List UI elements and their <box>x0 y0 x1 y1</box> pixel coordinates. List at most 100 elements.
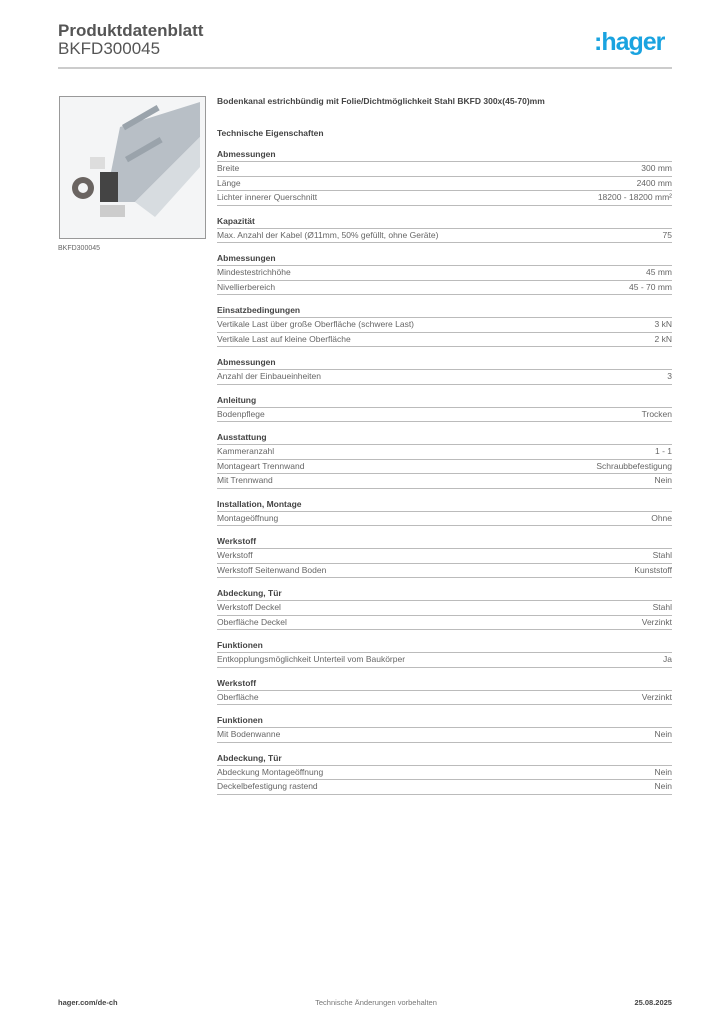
section-heading: Anleitung <box>217 394 672 408</box>
section-heading: Funktionen <box>217 714 672 728</box>
property-section: Installation, Montage Montageöffnung Ohne <box>217 498 672 526</box>
property-section: Abdeckung, Tür Abdeckung Montageöffnung Ne… <box>217 752 672 795</box>
section-heading: Abmessungen <box>217 252 672 266</box>
property-row: Oberfläche Verzinkt <box>217 691 672 705</box>
property-value: Verzinkt <box>641 691 672 702</box>
property-row: Montageart Trennwand Schraubbefestigung <box>217 460 672 474</box>
property-row: Nivellierbereich 45 - 70 mm <box>217 281 672 295</box>
product-image <box>59 96 206 239</box>
property-value: 300 mm <box>641 163 672 173</box>
property-section: Abmessungen Anzahl der Einbaueinheiten 3 <box>217 356 672 385</box>
property-value: Nein <box>654 475 672 485</box>
footer-website[interactable]: hager.com/de-ch <box>58 998 118 1007</box>
page-title: Produktdatenblatt <box>58 21 204 40</box>
property-label: Oberfläche <box>217 691 259 702</box>
property-label: Mit Bodenwanne <box>217 729 281 739</box>
property-label: Werkstoff Seitenwand Boden <box>217 564 327 575</box>
property-value: Nein <box>654 781 672 791</box>
property-row: Mindestestrichhöhe 45 mm <box>217 266 672 281</box>
property-label: Länge <box>217 177 241 188</box>
property-value: Verzinkt <box>641 616 672 627</box>
property-label: Oberfläche Deckel <box>217 616 287 627</box>
property-section: Abmessungen Mindestestrichhöhe 45 mm Nivell… <box>217 252 672 295</box>
property-row: Entkopplungsmöglichkeit Unterteil vom Ba… <box>217 653 672 668</box>
property-row: Abdeckung Montageöffnung Nein <box>217 766 672 780</box>
property-label: Montageart Trennwand <box>217 460 305 471</box>
property-row: Deckelbefestigung rastend Nein <box>217 780 672 795</box>
property-label: Vertikale Last über große Oberfläche (sc… <box>217 319 415 329</box>
property-label: Mit Trennwand <box>217 475 273 485</box>
properties-list: Abmessungen Breite 300 mm Länge 2400 mm Licht… <box>217 148 672 795</box>
property-value: 75 <box>662 229 672 240</box>
property-value: Ohne <box>651 512 672 523</box>
property-value: 2400 mm <box>636 177 672 188</box>
property-label: Abdeckung Montageöffnung <box>217 766 324 777</box>
property-section: Einsatzbedingungen Vertikale Last über gr… <box>217 304 672 347</box>
property-label: Deckelbefestigung rastend <box>217 781 318 791</box>
section-heading: Funktionen <box>217 639 672 653</box>
property-row: Werkstoff Stahl <box>217 549 672 564</box>
section-heading: Abmessungen <box>217 356 672 370</box>
property-label: Kammeranzahl <box>217 446 275 456</box>
property-label: Werkstoff <box>217 550 253 560</box>
property-section: Funktionen Mit Bodenwanne Nein <box>217 714 672 743</box>
property-label: Bodenpflege <box>217 408 265 419</box>
property-section: Kapazität Max. Anzahl der Kabel (Ø11mm, 5… <box>217 215 672 243</box>
property-row: Werkstoff Deckel Stahl <box>217 601 672 616</box>
property-label: Mindestestrichhöhe <box>217 267 291 277</box>
footer-disclaimer: Technische Änderungen vorbehalten <box>315 998 437 1007</box>
section-heading: Werkstoff <box>217 535 672 549</box>
hager-logo: :hager <box>594 28 665 56</box>
property-row: Lichter innerer Querschnitt 18200 - 18200… <box>217 191 672 206</box>
product-details: Bodenkanal estrichbündig mit Folie/Dicht… <box>217 96 672 804</box>
property-row: Mit Trennwand Nein <box>217 474 672 489</box>
property-value: Stahl <box>652 550 672 560</box>
property-row: Vertikale Last auf kleine Oberfläche 2 kN <box>217 333 672 347</box>
property-label: Vertikale Last auf kleine Oberfläche <box>217 333 351 344</box>
property-value: Nein <box>654 729 672 739</box>
property-row: Länge 2400 mm <box>217 177 672 191</box>
property-section: Werkstoff Oberfläche Verzinkt <box>217 677 672 705</box>
property-section: Abdeckung, Tür Werkstoff Deckel Stahl Oberf… <box>217 587 672 630</box>
section-heading: Werkstoff <box>217 677 672 691</box>
section-heading: Ausstattung <box>217 431 672 445</box>
image-caption: BKFD300045 <box>58 245 101 252</box>
section-heading: Abmessungen <box>217 148 672 162</box>
property-value: Ja <box>663 654 672 664</box>
property-value: Schraubbefestigung <box>596 460 672 471</box>
property-row: Oberfläche Deckel Verzinkt <box>217 616 672 630</box>
property-label: Breite <box>217 163 240 173</box>
property-row: Mit Bodenwanne Nein <box>217 728 672 743</box>
property-section: Funktionen Entkopplungsmöglichkeit Untert… <box>217 639 672 668</box>
property-value: Trocken <box>641 408 672 419</box>
property-value: 3 kN <box>654 319 672 329</box>
property-label: Montageöffnung <box>217 512 279 523</box>
property-row: Werkstoff Seitenwand Boden Kunststoff <box>217 564 672 578</box>
property-label: Anzahl der Einbaueinheiten <box>217 371 321 381</box>
property-value: Nein <box>654 766 672 777</box>
property-section: Abmessungen Breite 300 mm Länge 2400 mm Licht… <box>217 148 672 206</box>
property-label: Max. Anzahl der Kabel (Ø11mm, 50% gefüll… <box>217 229 439 240</box>
property-label: Lichter innerer Querschnitt <box>217 192 318 202</box>
footer: hager.com/de-ch Technische Änderungen vo… <box>58 998 672 1007</box>
property-section: Anleitung Bodenpflege Trocken <box>217 394 672 422</box>
property-row: Max. Anzahl der Kabel (Ø11mm, 50% gefüll… <box>217 229 672 243</box>
section-heading: Einsatzbedingungen <box>217 304 672 318</box>
property-row: Anzahl der Einbaueinheiten 3 <box>217 370 672 385</box>
property-row: Montageöffnung Ohne <box>217 512 672 526</box>
property-row: Bodenpflege Trocken <box>217 408 672 422</box>
section-heading: Installation, Montage <box>217 498 672 512</box>
property-section: Werkstoff Werkstoff Stahl Werkstoff Seitenw… <box>217 535 672 578</box>
property-value: 2 kN <box>654 333 672 344</box>
section-heading: Abdeckung, Tür <box>217 587 672 601</box>
property-label: Werkstoff Deckel <box>217 602 281 612</box>
section-heading: Kapazität <box>217 215 672 229</box>
property-label: Nivellierbereich <box>217 281 276 292</box>
footer-date: 25.08.2025 <box>634 998 672 1007</box>
property-value: Stahl <box>652 602 672 612</box>
property-value: 1 - 1 <box>654 446 672 456</box>
property-section: Ausstattung Kammeranzahl 1 - 1 Montageart T… <box>217 431 672 489</box>
property-value: 3 <box>667 371 672 381</box>
property-value: Kunststoff <box>634 564 672 575</box>
